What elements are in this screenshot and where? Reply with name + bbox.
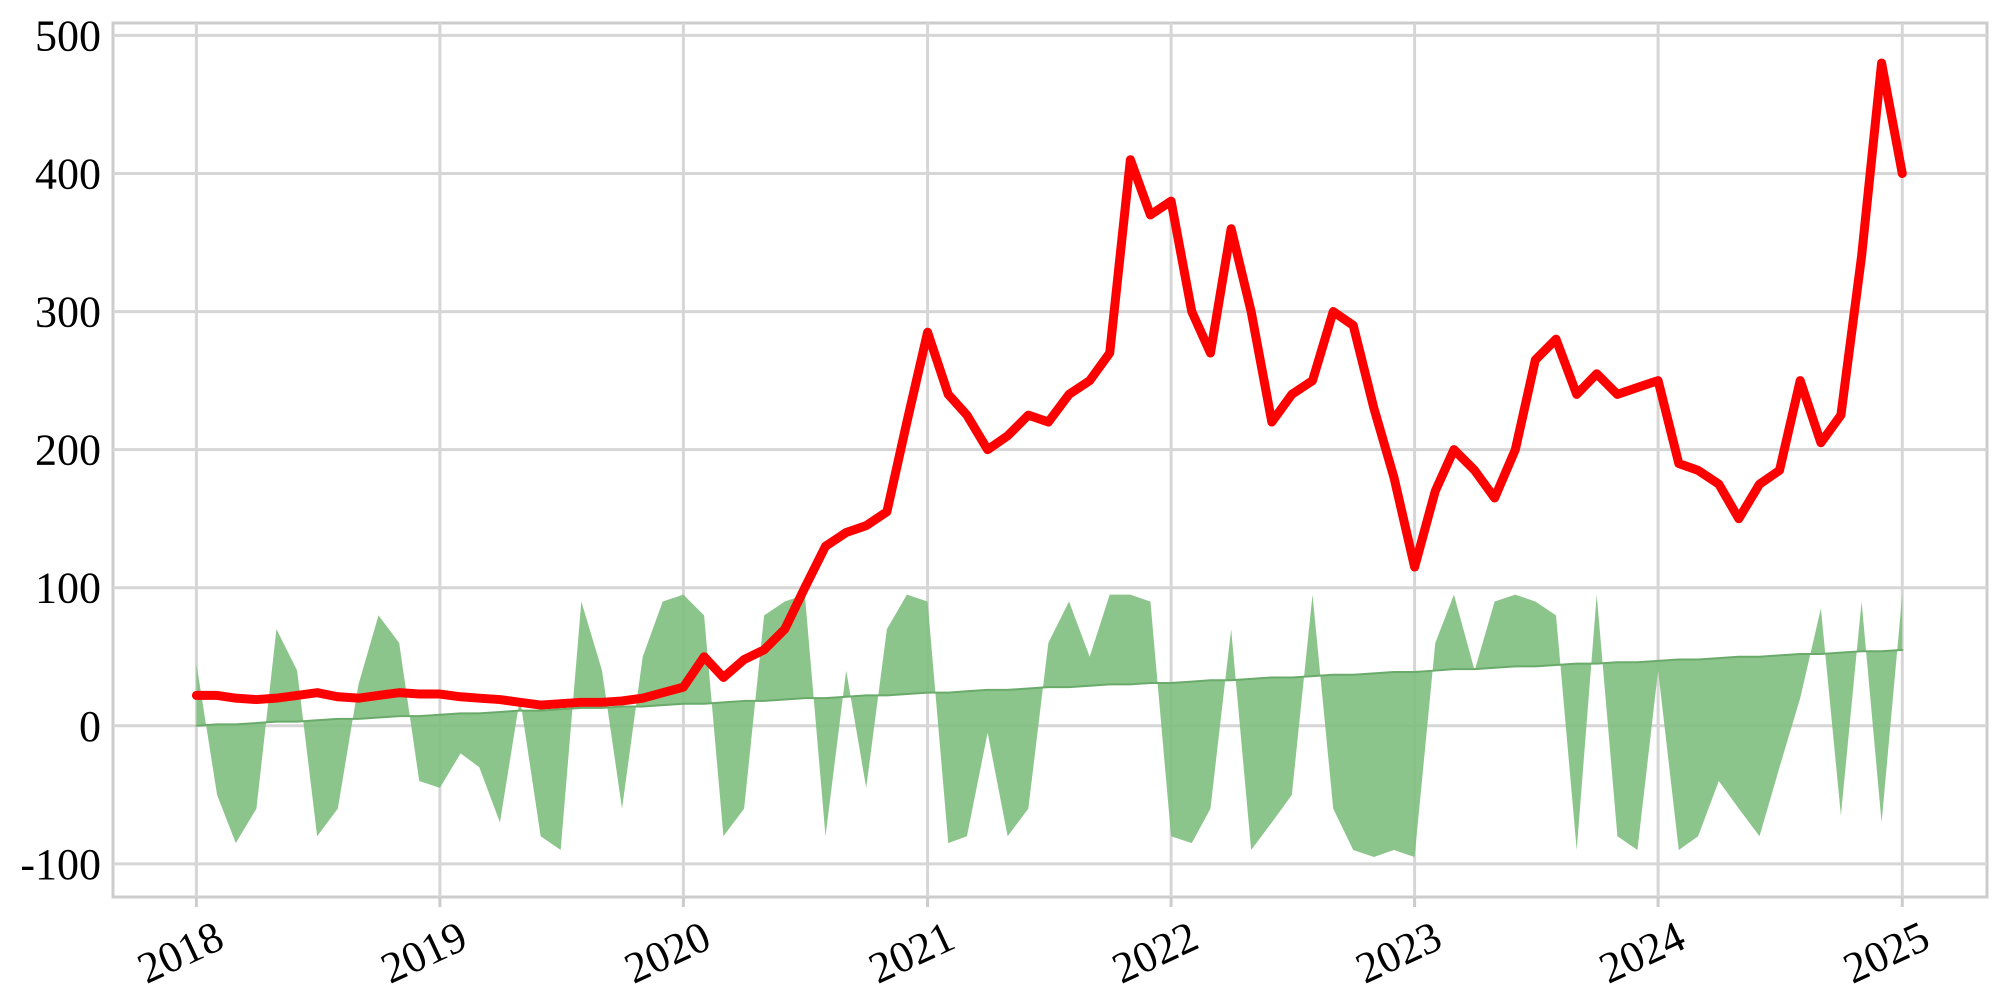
x-tick-label: 2019: [374, 912, 474, 991]
y-tick-label: 300: [35, 288, 101, 337]
x-tick-label: 2022: [1105, 912, 1205, 991]
y-tick-label: -100: [20, 840, 101, 889]
y-tick-label: 0: [79, 702, 101, 751]
x-tick-label: 2021: [861, 912, 961, 991]
price-line: [191, 58, 1907, 710]
x-tick-label: 2025: [1836, 912, 1936, 991]
y-tick-label: 200: [35, 426, 101, 475]
y-tick-label: 100: [35, 564, 101, 613]
y-tick-label: 400: [35, 149, 101, 198]
x-tick-label: 2018: [130, 912, 230, 991]
x-tick-label: 2020: [617, 912, 717, 991]
x-tick-label: 2024: [1592, 912, 1692, 991]
x-tick-label: 2023: [1348, 912, 1448, 991]
oscillator-area: [196, 594, 1903, 857]
baseline-line: [195, 648, 1904, 727]
y-tick-label: 500: [35, 11, 101, 60]
